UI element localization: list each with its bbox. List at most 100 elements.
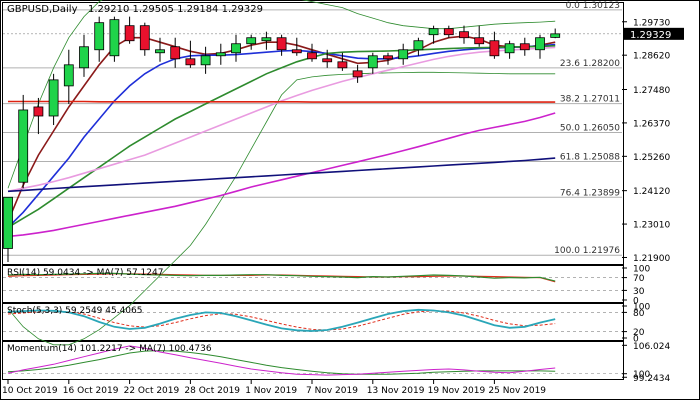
chart-symbol-label: GBPUSD,Daily (7, 4, 78, 15)
candle (200, 46, 211, 74)
candle (3, 196, 13, 262)
candle (18, 94, 29, 189)
time-tick-label: 7 Nov 2019 (306, 386, 358, 396)
time-tick-label: 19 Nov 2019 (428, 386, 486, 396)
candle (170, 37, 181, 68)
candle-body (413, 40, 424, 51)
candle-body (109, 19, 120, 57)
last-price-label: 1.29329 (630, 30, 671, 41)
stoch-label: Stoch(5,3,3) 59.2549 45.4065 (7, 306, 142, 316)
fibonacci-label: 76.4 1.23899 (560, 188, 620, 198)
stoch-tick-label: 20 (633, 328, 645, 338)
rsi-line (7, 272, 556, 282)
candle-body (504, 43, 515, 54)
time-tick-label: 16 Oct 2019 (63, 386, 119, 396)
candle-body (79, 46, 89, 69)
candle (276, 34, 287, 56)
candle-body (428, 28, 439, 36)
momentum-tick-label: 99.2434 (633, 374, 670, 384)
candle-body (33, 106, 44, 117)
price-tick-label: 1.23010 (633, 221, 670, 231)
last-price-tag: 1.29329 (624, 27, 684, 41)
candle (459, 25, 469, 44)
candle (261, 31, 272, 50)
moving-average-line-7 (8, 100, 556, 103)
candle (535, 34, 545, 59)
candle-body (367, 55, 378, 69)
candle-body (519, 43, 530, 51)
candle (155, 37, 165, 62)
time-tick-label: 22 Oct 2019 (124, 386, 180, 396)
candle (48, 73, 59, 126)
candle (215, 43, 226, 65)
stoch-tick-label: 80 (633, 309, 645, 319)
candle-body (139, 25, 150, 51)
candle-body (63, 64, 74, 87)
candle-body (322, 58, 333, 63)
momentum-tick-label: 100 (633, 370, 650, 380)
time-tick-label: 13 Nov 2019 (367, 386, 425, 396)
fibonacci-label: 100.0 1.21976 (554, 246, 620, 256)
candle-body (443, 28, 454, 36)
time-tick-label: 25 Nov 2019 (488, 386, 546, 396)
moving-average-line-3 (7, 45, 556, 229)
candle-body (474, 37, 485, 45)
candle (291, 37, 302, 56)
candle (231, 34, 241, 62)
candle (94, 16, 105, 62)
time-tick-label: 10 Oct 2019 (2, 386, 58, 396)
candle-body (291, 49, 302, 54)
candle-body (231, 43, 241, 54)
time-tick-label: 28 Oct 2019 (184, 386, 240, 396)
candle-body (185, 58, 196, 66)
candle-body (170, 46, 181, 60)
candle (322, 49, 333, 68)
stoch-tick-label: 0 (633, 335, 639, 345)
candle-body (307, 52, 317, 60)
indicator-lines (7, 272, 556, 376)
rsi-tick-label: 70 (633, 274, 645, 284)
candle (246, 34, 257, 50)
candle-body (352, 70, 363, 78)
rsi-tick-label: 0 (633, 297, 639, 307)
momentum-tick-label: 106.024 (633, 342, 670, 352)
candle-body (398, 49, 409, 60)
candle (352, 64, 363, 83)
fibonacci-label: 38.2 1.27011 (560, 95, 620, 105)
candle (307, 43, 317, 62)
candle-body (383, 55, 393, 60)
stoch-main-line (7, 308, 556, 332)
candle (474, 25, 485, 47)
price-tick-label: 1.25260 (633, 153, 670, 163)
candle-body (261, 37, 272, 42)
candle (413, 37, 424, 56)
chart-ohlc-label: 1.29210 1.29505 1.29184 1.29329 (88, 4, 263, 15)
candle (185, 40, 196, 68)
candle (519, 37, 530, 56)
momentum-panel (2, 341, 624, 380)
candle (398, 43, 409, 65)
price-tick-label: 1.28620 (633, 52, 670, 62)
candle (550, 28, 561, 39)
price-panel (2, 2, 624, 265)
candle (504, 40, 515, 59)
candle (443, 25, 454, 38)
price-tick-label: 1.29730 (633, 18, 670, 28)
candle (383, 52, 393, 65)
candle-body (459, 31, 469, 39)
fibonacci-label: 61.8 1.25088 (560, 153, 620, 163)
fibonacci-label: 50.0 1.26050 (560, 124, 620, 134)
time-tick-label: 1 Nov 2019 (245, 386, 297, 396)
stoch-tick-label: 100 (633, 303, 650, 313)
moving-average-line-5 (7, 112, 556, 238)
stoch-signal-line (7, 310, 556, 331)
rsi-panel (2, 265, 624, 303)
candle-body (489, 40, 500, 57)
candle (428, 25, 439, 44)
fibonacci-label: 0.0 1.30123 (566, 1, 620, 11)
candle-body (200, 55, 211, 66)
momentum-ma-line (7, 350, 556, 375)
rsi-label: RSI(14) 59.0434 -> MA(7) 57.1247 (7, 268, 163, 278)
